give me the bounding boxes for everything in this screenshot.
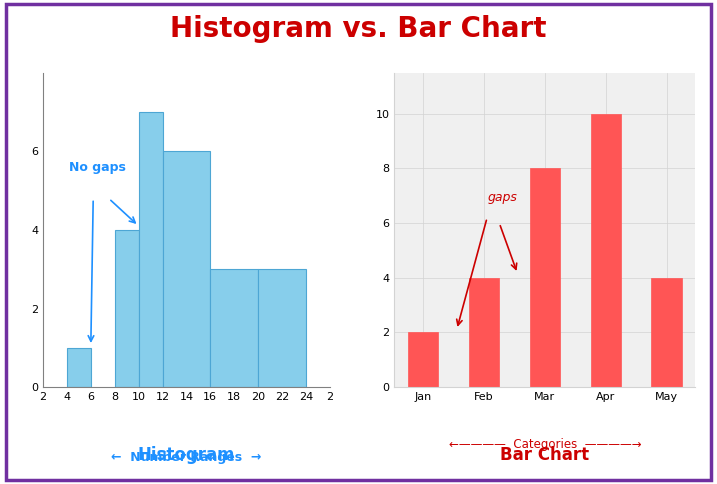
Bar <box>530 168 560 387</box>
Text: gaps: gaps <box>487 191 517 204</box>
Text: Histogram: Histogram <box>138 446 235 464</box>
Bar <box>67 348 91 387</box>
Bar <box>469 278 499 387</box>
Text: ←————  Categories  ————→: ←———— Categories ————→ <box>449 438 641 451</box>
Bar <box>210 269 258 387</box>
Text: Histogram vs. Bar Chart: Histogram vs. Bar Chart <box>170 15 547 43</box>
Bar <box>138 112 163 387</box>
Bar <box>408 333 439 387</box>
Text: No gaps: No gaps <box>70 161 126 174</box>
Bar <box>258 269 306 387</box>
Bar <box>591 114 621 387</box>
Bar <box>163 151 210 387</box>
Text: ←  Number Ranges  →: ← Number Ranges → <box>111 452 262 465</box>
Bar <box>651 278 682 387</box>
Bar <box>115 230 138 387</box>
Text: Bar Chart: Bar Chart <box>500 446 589 464</box>
